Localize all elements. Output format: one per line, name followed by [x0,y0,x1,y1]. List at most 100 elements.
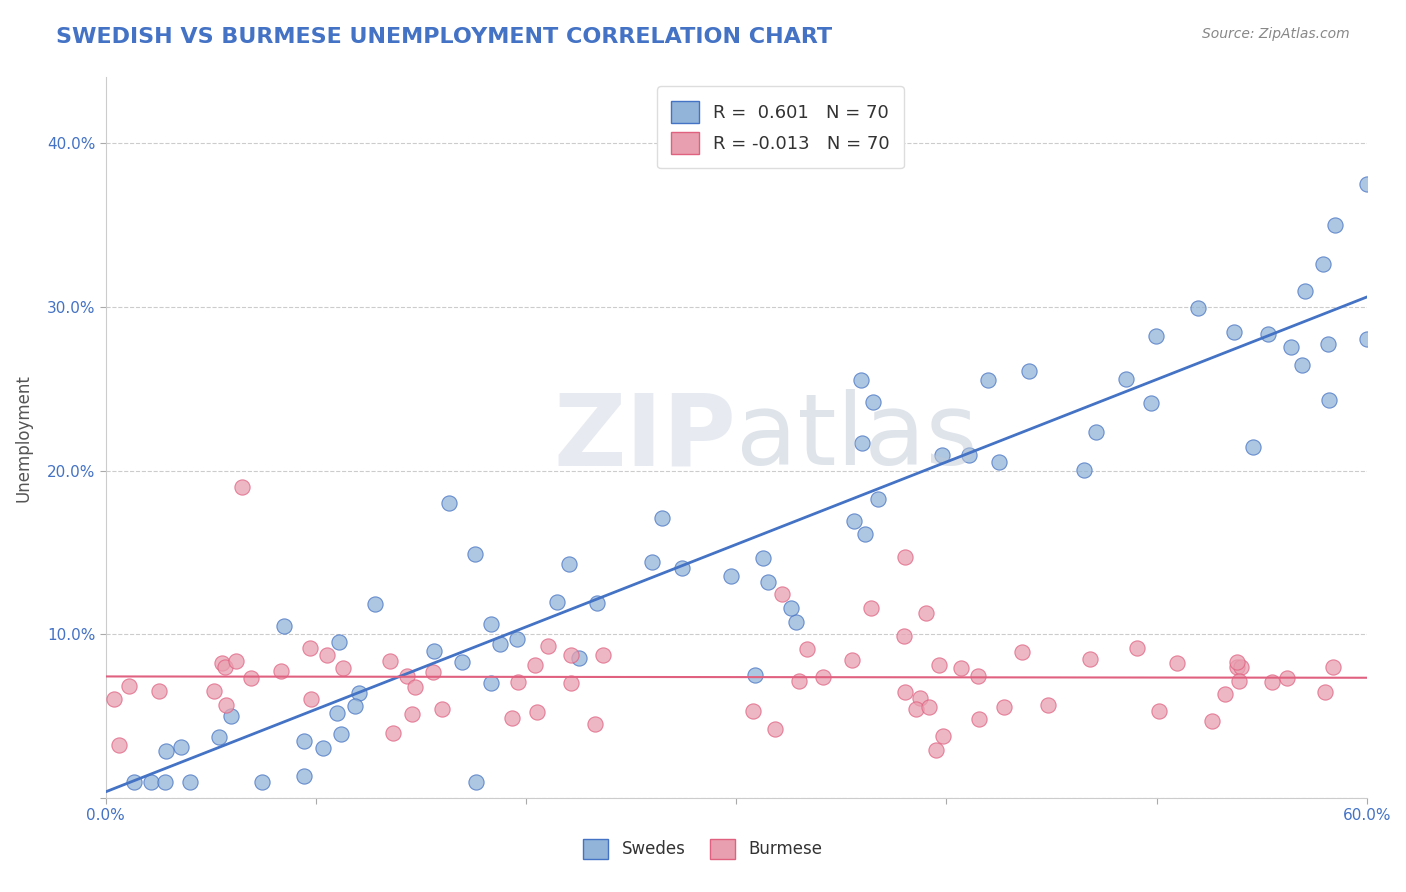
Point [404,680,426,694]
Point [868,492,890,507]
Point [925,743,948,757]
Point [1223,325,1246,339]
Point [966,669,988,683]
Point [155,744,177,758]
Point [1166,656,1188,670]
Point [1312,257,1334,271]
Point [1149,705,1171,719]
Point [439,496,461,510]
Point [851,435,873,450]
Point [1313,684,1336,698]
Point [489,637,512,651]
Point [796,641,818,656]
Point [744,668,766,682]
Point [231,480,253,494]
Point [1227,673,1250,688]
Point [586,596,609,610]
Point [501,711,523,725]
Y-axis label: Unemployment: Unemployment [15,374,32,501]
Point [894,550,917,565]
Point [270,664,292,678]
Point [328,634,350,648]
Point [153,774,176,789]
Point [813,670,835,684]
Point [914,606,936,620]
Point [225,654,247,668]
Point [1213,687,1236,701]
Point [326,706,349,720]
Point [1257,326,1279,341]
Point [202,684,225,698]
Point [905,702,928,716]
Point [364,597,387,611]
Point [329,727,352,741]
Point [108,738,131,752]
Point [122,774,145,789]
Point [720,569,742,583]
Point [450,655,472,669]
Point [380,654,402,668]
Point [1036,698,1059,712]
Point [395,669,418,683]
Point [401,707,423,722]
Point [785,615,807,629]
Point [422,665,444,679]
Point [988,455,1011,469]
Point [250,774,273,789]
Point [1187,301,1209,316]
Point [214,659,236,673]
Point [422,644,444,658]
Point [1324,218,1347,232]
Point [1226,659,1249,673]
Point [536,639,558,653]
Point [211,656,233,670]
Point [430,702,453,716]
Point [179,774,201,789]
Point [208,730,231,744]
Point [273,619,295,633]
Point [215,698,238,712]
Point [893,629,915,643]
Point [349,686,371,700]
Point [299,640,322,655]
Point [894,685,917,699]
Point [546,595,568,609]
Point [239,672,262,686]
Point [751,550,773,565]
Point [1241,440,1264,454]
Point [780,600,803,615]
Point [849,373,872,387]
Point [1261,674,1284,689]
Point [332,660,354,674]
Point [463,547,485,561]
Text: Source: ZipAtlas.com: Source: ZipAtlas.com [1202,27,1350,41]
Point [583,717,606,731]
Point [141,774,163,789]
Point [1355,333,1378,347]
Point [316,648,339,663]
Point [311,740,333,755]
Point [592,648,614,662]
Point [1201,714,1223,728]
Point [932,729,955,743]
Point [118,679,141,693]
Point [560,676,582,690]
Point [1226,655,1249,669]
Point [651,511,673,525]
Point [671,561,693,575]
Point [931,448,953,462]
Point [103,691,125,706]
Point [1230,659,1253,673]
Point [1317,337,1340,351]
Point [1011,645,1033,659]
Point [1125,640,1147,655]
Point [640,555,662,569]
Legend: Swedes, Burmese: Swedes, Burmese [576,832,830,866]
Point [841,653,863,667]
Point [787,674,810,689]
Point [219,708,242,723]
Point [763,722,786,736]
Point [1144,328,1167,343]
Point [526,706,548,720]
Point [1279,340,1302,354]
